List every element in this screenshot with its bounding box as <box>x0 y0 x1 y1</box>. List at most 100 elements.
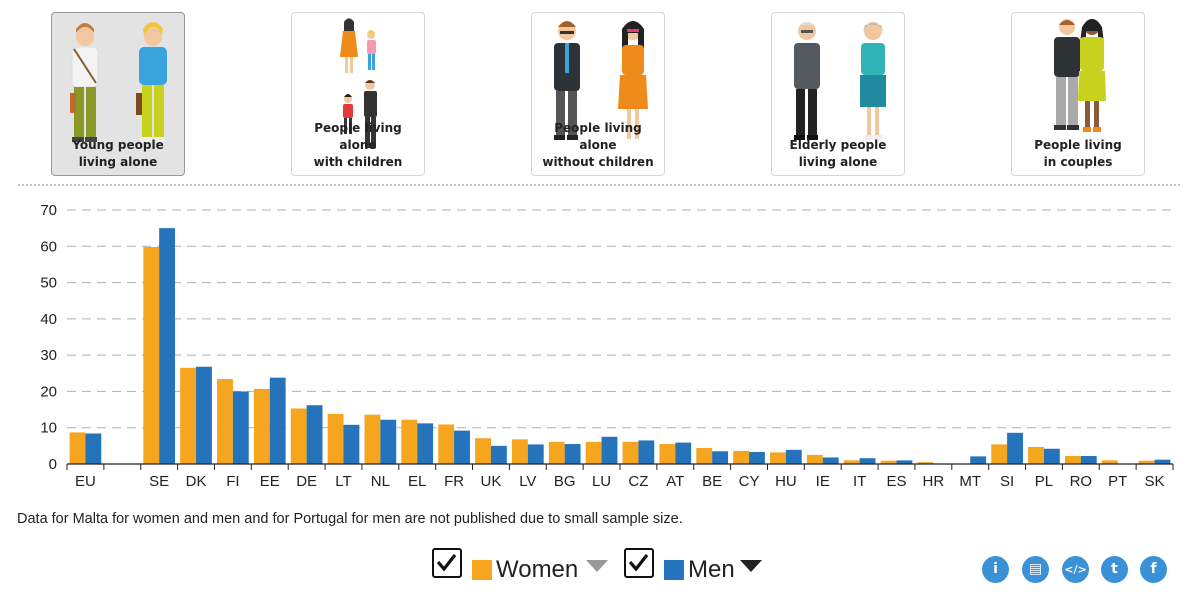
bar-men <box>196 366 212 464</box>
x-tick-label: HR <box>923 473 945 490</box>
facebook-icon[interactable]: f <box>1140 556 1167 583</box>
bar-women <box>733 450 750 464</box>
legend-women[interactable]: Women <box>430 546 610 583</box>
bar-women <box>69 432 86 464</box>
bar-men <box>638 440 655 464</box>
x-tick-label: BE <box>702 473 722 490</box>
bar-women <box>696 448 713 464</box>
bar-women <box>364 414 381 464</box>
bar-men <box>85 433 102 464</box>
y-tick-label: 0 <box>49 456 57 473</box>
bar-men <box>527 444 544 464</box>
x-tick-label: IT <box>853 473 866 490</box>
men-swatch <box>664 560 684 580</box>
x-tick-label: ES <box>886 473 906 490</box>
bar-women <box>143 247 160 464</box>
bar-chart: 0 10 20 30 40 50 60 70 EU SE DK FI EE DE LT NL EL FR UK LV B… <box>40 202 1174 490</box>
x-tick-label: CZ <box>628 473 648 490</box>
table-icon[interactable]: ▤ <box>1022 556 1049 583</box>
bar-women <box>770 452 786 464</box>
bar-women <box>843 460 860 464</box>
bar-men <box>601 436 618 464</box>
bar-women <box>511 439 528 464</box>
checkmark-icon <box>628 554 649 572</box>
x-tick-label: PT <box>1108 473 1127 490</box>
twitter-icon[interactable]: t <box>1101 556 1128 583</box>
x-tick-label: LU <box>592 473 611 490</box>
card-people-living-alone-with-children[interactable]: People living alone with children <box>291 12 425 176</box>
card-elderly-people-living-alone[interactable]: Elderly people living alone <box>771 12 905 176</box>
embed-icon[interactable]: </> <box>1062 556 1089 583</box>
bar-men <box>1154 459 1171 464</box>
bar-men <box>490 445 507 464</box>
bar-women <box>180 367 197 464</box>
y-tick-label: 40 <box>40 311 57 328</box>
card-label: Young people living alone <box>72 138 164 169</box>
separator <box>18 184 1180 186</box>
category-selector: Young people living alone People living a… <box>0 0 1200 184</box>
bar-women <box>1028 446 1044 464</box>
legend-men[interactable]: Men <box>624 546 774 583</box>
bar-women <box>1138 460 1155 464</box>
bar-women <box>585 441 602 464</box>
elderly-people-icon <box>794 22 886 140</box>
bar-women <box>991 444 1008 464</box>
bar-men <box>1007 432 1023 464</box>
bar-women <box>438 424 455 464</box>
bar-women <box>401 419 418 464</box>
bar-men <box>970 456 987 464</box>
bar-women <box>475 438 491 464</box>
x-tick-label: HU <box>775 473 797 490</box>
x-tick-label: EL <box>408 473 426 490</box>
single-adults-icon <box>554 21 648 140</box>
x-tick-label: CY <box>739 473 760 490</box>
x-tick-label: IE <box>816 473 830 490</box>
bar-women <box>290 408 307 464</box>
bar-women <box>917 462 934 464</box>
x-tick-label: EE <box>260 473 280 490</box>
bar-men <box>749 452 765 464</box>
women-dropdown-arrow-icon[interactable] <box>586 560 608 572</box>
x-tick-label: MT <box>959 473 981 490</box>
checkmark-icon <box>436 554 457 572</box>
bar-women <box>1064 456 1081 464</box>
x-tick-label: SK <box>1145 473 1165 490</box>
men-checkbox[interactable] <box>624 548 654 578</box>
bar-men <box>712 451 729 464</box>
x-tick-label: AT <box>666 473 684 490</box>
bar-women <box>659 444 676 464</box>
x-tick-label: LT <box>335 473 351 490</box>
bar-women <box>217 379 233 464</box>
x-tick-label: PL <box>1035 473 1053 490</box>
card-label: People living alone with children <box>313 121 403 169</box>
footnote: Data for Malta for women and men and for… <box>17 511 683 527</box>
bar-men <box>269 377 286 464</box>
bar-women <box>880 460 897 464</box>
x-tick-label: LV <box>519 473 536 490</box>
bar-men <box>159 228 176 464</box>
x-tick-label: SI <box>1000 473 1014 490</box>
women-checkbox[interactable] <box>432 548 462 578</box>
card-people-living-in-couples[interactable]: People living in couples <box>1011 12 1145 176</box>
bar-men <box>785 449 802 464</box>
bar-women <box>327 413 344 464</box>
men-label: Men <box>688 556 735 583</box>
women-label: Women <box>496 556 579 583</box>
x-tick-label: EU <box>75 473 96 490</box>
y-tick-label: 10 <box>40 420 57 437</box>
bar-women <box>253 388 270 464</box>
x-tick-label: NL <box>371 473 390 490</box>
bar-men <box>232 391 249 464</box>
card-label: People living alone without children <box>542 121 654 169</box>
x-tick-label: DK <box>186 473 207 490</box>
x-tick-label: BG <box>554 473 576 490</box>
bar-men <box>417 423 434 464</box>
y-tick-label: 30 <box>40 347 57 364</box>
bar-women <box>622 441 639 464</box>
card-people-living-alone-without-children[interactable]: People living alone without children <box>531 12 665 176</box>
men-dropdown-arrow-icon[interactable] <box>740 560 762 572</box>
bar-men <box>675 442 692 464</box>
card-young-people-living-alone[interactable]: Young people living alone <box>51 12 185 176</box>
info-icon[interactable]: i <box>982 556 1009 583</box>
women-swatch <box>472 560 492 580</box>
